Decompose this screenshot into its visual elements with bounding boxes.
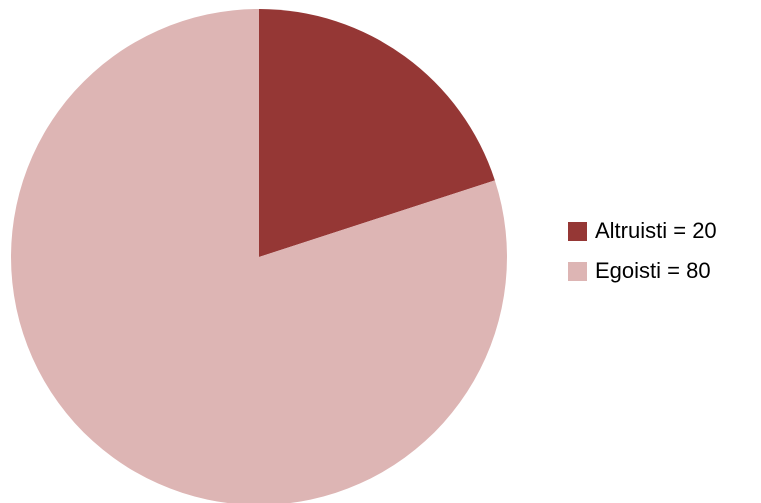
pie-slice-altruisti xyxy=(259,9,495,257)
legend-label-altruisti: Altruisti = 20 xyxy=(595,218,717,243)
legend: Altruisti = 20 Egoisti = 80 xyxy=(568,216,717,296)
legend-swatch-altruisti xyxy=(568,221,587,241)
legend-label-egoisti: Egoisti = 80 xyxy=(595,258,711,283)
pie-slice-egoisti xyxy=(11,9,507,503)
legend-item-egoisti: Egoisti = 80 xyxy=(568,256,717,286)
legend-item-altruisti: Altruisti = 20 xyxy=(568,216,717,246)
pie-slices xyxy=(11,9,507,503)
legend-swatch-egoisti xyxy=(568,261,587,281)
